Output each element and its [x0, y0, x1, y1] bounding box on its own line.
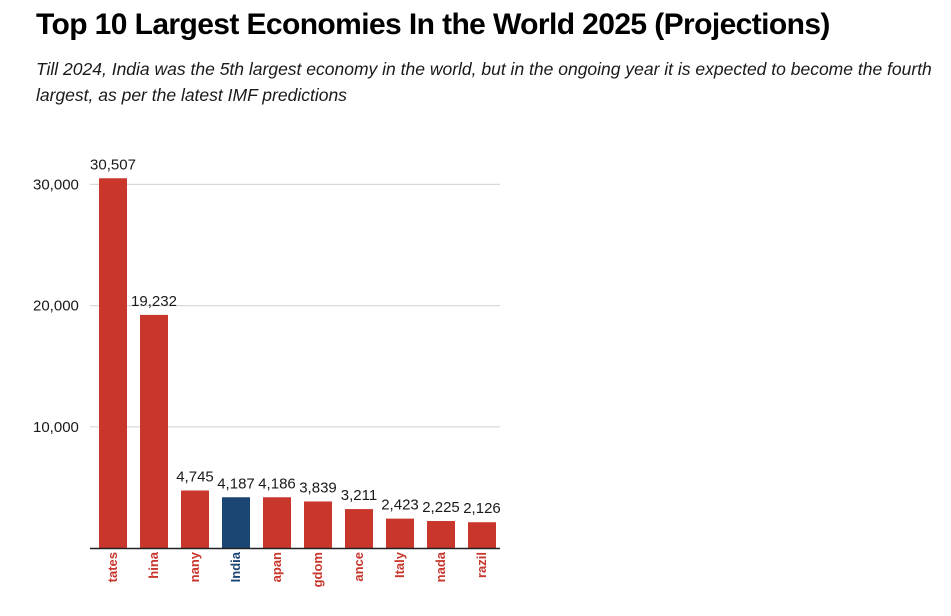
bar — [468, 522, 496, 548]
category-label: tates — [105, 552, 120, 582]
category-label: apan — [269, 552, 284, 582]
value-label: 30,507 — [90, 156, 136, 173]
y-tick-label: 20,000 — [33, 298, 79, 315]
bar — [345, 509, 373, 548]
category-label: nada — [433, 551, 448, 582]
category-labels: tates hina nany India apan gdom ance Italy nada r… — [105, 551, 489, 587]
bar — [181, 490, 209, 548]
chart-subtitle: Till 2024, India was the 5th largest eco… — [36, 59, 932, 105]
value-label: 19,232 — [131, 293, 177, 310]
y-axis-tick-labels: 10,000 20,000 30,000 — [33, 176, 79, 435]
value-label: 4,187 — [217, 475, 255, 492]
bar — [140, 314, 168, 548]
category-label: nany — [187, 551, 202, 582]
bar — [427, 521, 455, 548]
bars — [99, 178, 496, 548]
value-label: 3,839 — [299, 479, 337, 496]
bar — [304, 501, 332, 548]
category-label: India — [228, 551, 243, 582]
value-label: 4,745 — [176, 468, 214, 485]
y-tick-label: 30,000 — [33, 176, 79, 193]
value-label: 2,126 — [463, 500, 501, 517]
category-label: hina — [146, 551, 161, 578]
value-label: 2,423 — [381, 497, 419, 514]
category-label: Italy — [392, 551, 407, 578]
category-label: gdom — [310, 552, 325, 587]
y-tick-label: 10,000 — [33, 419, 79, 436]
bar — [222, 497, 250, 548]
value-label: 3,211 — [341, 487, 377, 504]
value-label: 4,186 — [258, 475, 296, 492]
category-label: razil — [474, 552, 489, 578]
chart-title: Top 10 Largest Economies In the World 20… — [36, 8, 830, 41]
category-label: ance — [351, 552, 366, 582]
bar — [263, 497, 291, 548]
value-label: 2,225 — [422, 499, 460, 516]
bar — [99, 178, 127, 548]
bar — [386, 518, 414, 548]
value-labels: 30,507 19,232 4,745 4,187 4,186 3,839 3,2112,4… — [90, 156, 501, 517]
